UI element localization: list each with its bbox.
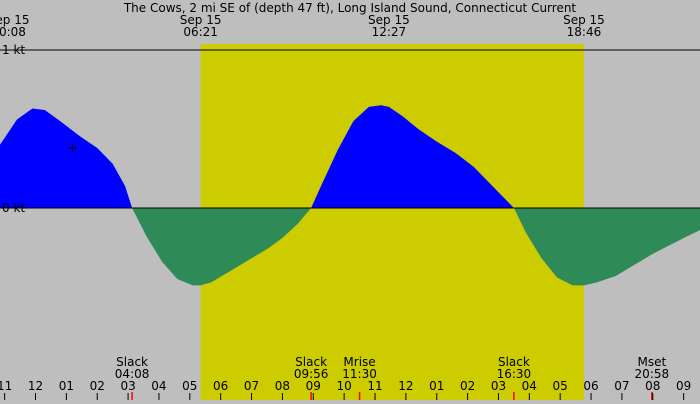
top-event-time-3: 18:46 bbox=[567, 25, 602, 39]
hour-label-20: 07 bbox=[614, 379, 629, 393]
hour-label-9: 08 bbox=[275, 379, 290, 393]
chart-title: The Cows, 2 mi SE of (depth 47 ft), Long… bbox=[123, 1, 577, 15]
event-time-3: 16:30 bbox=[497, 367, 532, 381]
x-hour-ticks: 11 12 01 02 03 04 05 06 07 08 09 10 11 12 01 02 03 04 05 06… bbox=[0, 379, 691, 400]
event-time-0: 04:08 bbox=[115, 367, 150, 381]
hour-label-2: 01 bbox=[59, 379, 74, 393]
hour-label-10: 09 bbox=[306, 379, 321, 393]
hour-label-6: 05 bbox=[182, 379, 197, 393]
event-label-4: Mset bbox=[638, 355, 667, 369]
ebb-area-3 bbox=[513, 208, 700, 286]
hour-label-0: 11 bbox=[0, 379, 12, 393]
hour-label-11: 10 bbox=[336, 379, 351, 393]
event-time-2: 11:30 bbox=[342, 367, 377, 381]
hour-label-18: 05 bbox=[553, 379, 568, 393]
bottom-event-labels: Slack04:08Slack09:56Mrise11:30Slack16:30… bbox=[115, 355, 669, 400]
event-label-1: Slack bbox=[295, 355, 327, 369]
top-event-date-3: Sep 15 bbox=[563, 13, 605, 27]
top-event-time-2: 12:27 bbox=[372, 25, 407, 39]
flood-area-2 bbox=[311, 105, 514, 208]
hour-label-1: 12 bbox=[28, 379, 43, 393]
hour-label-19: 06 bbox=[583, 379, 598, 393]
event-time-4: 20:58 bbox=[635, 367, 670, 381]
top-event-date-0: Sep 15 bbox=[0, 13, 29, 27]
y-tick-label-1: 0 kt bbox=[2, 201, 25, 215]
top-event-time-1: 06:21 bbox=[183, 25, 218, 39]
hour-label-14: 01 bbox=[429, 379, 444, 393]
top-event-date-2: Sep 15 bbox=[368, 13, 410, 27]
y-axis-labels: 1 kt 0 kt bbox=[2, 43, 25, 215]
current-area-layer bbox=[0, 105, 700, 286]
plus-marker bbox=[68, 143, 77, 152]
event-label-2: Mrise bbox=[343, 355, 375, 369]
hour-label-5: 04 bbox=[151, 379, 166, 393]
hour-label-8: 07 bbox=[244, 379, 259, 393]
hour-label-21: 08 bbox=[645, 379, 660, 393]
hour-label-16: 03 bbox=[491, 379, 506, 393]
y-tick-label-0: 1 kt bbox=[2, 43, 25, 57]
top-event-time-0: 00:08 bbox=[0, 25, 26, 39]
reference-lines bbox=[0, 49, 700, 209]
ebb-area-1 bbox=[132, 208, 312, 286]
event-label-0: Slack bbox=[116, 355, 148, 369]
flood-area-0 bbox=[0, 108, 133, 208]
hour-label-17: 04 bbox=[522, 379, 537, 393]
hour-label-22: 09 bbox=[676, 379, 691, 393]
hour-label-12: 11 bbox=[367, 379, 382, 393]
event-time-1: 09:56 bbox=[294, 367, 329, 381]
hour-label-13: 12 bbox=[398, 379, 413, 393]
top-event-date-1: Sep 15 bbox=[180, 13, 222, 27]
hour-label-7: 06 bbox=[213, 379, 228, 393]
event-label-3: Slack bbox=[498, 355, 530, 369]
hour-label-15: 02 bbox=[460, 379, 475, 393]
hour-label-4: 03 bbox=[120, 379, 135, 393]
hour-label-3: 02 bbox=[90, 379, 105, 393]
